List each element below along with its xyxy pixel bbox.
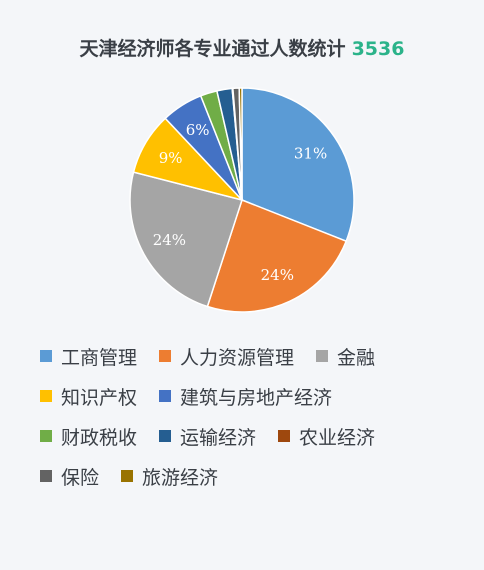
pie-slice-1 bbox=[241, 87, 355, 243]
legend-label: 财政税收 bbox=[61, 426, 138, 449]
legend-label: 农业经济 bbox=[299, 426, 376, 449]
chart-legend: 工商管理 人力资源管理 金融知识产权 建筑与房地产经济财政税收 运输经济 农业经济保险 旅游… bbox=[40, 336, 480, 496]
legend-item: 工商管理 bbox=[40, 343, 137, 370]
legend-row: 知识产权 建筑与房地产经济 bbox=[40, 376, 480, 416]
legend-swatch bbox=[121, 470, 134, 482]
legend-item: 保险 bbox=[40, 463, 99, 490]
legend-swatch bbox=[40, 350, 52, 362]
legend-swatch bbox=[316, 350, 329, 362]
legend-row: 工商管理 人力资源管理 金融 bbox=[40, 336, 480, 376]
legend-label: 人力资源管理 bbox=[180, 346, 295, 369]
chart-title: 天津经济师各专业通过人数统计 3536 bbox=[0, 34, 484, 61]
legend-swatch bbox=[159, 390, 172, 402]
legend-swatch bbox=[40, 470, 52, 482]
legend-label: 工商管理 bbox=[61, 346, 138, 369]
legend-swatch bbox=[40, 390, 52, 402]
legend-swatch bbox=[40, 430, 52, 442]
legend-label: 知识产权 bbox=[61, 386, 138, 409]
legend-label: 保险 bbox=[61, 466, 100, 489]
data-label-5: 6% bbox=[186, 121, 210, 139]
legend-item: 财政税收 bbox=[40, 423, 137, 450]
data-label-2: 24% bbox=[261, 266, 294, 284]
pie-chart: 31% 24% 24% 9%6% bbox=[129, 87, 355, 313]
legend-swatch bbox=[159, 430, 172, 442]
data-label-3: 24% bbox=[153, 231, 186, 249]
legend-row: 保险 旅游经济 bbox=[40, 456, 480, 496]
legend-item: 金融 bbox=[316, 343, 375, 370]
data-label-4: 9% bbox=[159, 149, 183, 167]
total-count: 3536 bbox=[351, 38, 405, 60]
legend-item: 旅游经济 bbox=[121, 463, 218, 490]
pie-slice-3 bbox=[129, 171, 243, 308]
legend-label: 运输经济 bbox=[180, 426, 257, 449]
legend-label: 建筑与房地产经济 bbox=[180, 386, 333, 409]
legend-label: 金融 bbox=[337, 346, 376, 369]
legend-swatch bbox=[159, 350, 172, 362]
legend-item: 农业经济 bbox=[278, 423, 375, 450]
legend-item: 建筑与房地产经济 bbox=[159, 383, 332, 410]
pie-slice-10 bbox=[238, 87, 243, 201]
legend-item: 人力资源管理 bbox=[159, 343, 294, 370]
chart-title-text: 天津经济师各专业通过人数统计 bbox=[79, 38, 346, 60]
legend-item: 运输经济 bbox=[159, 423, 256, 450]
legend-label: 旅游经济 bbox=[142, 466, 219, 489]
data-label-1: 31% bbox=[294, 144, 327, 162]
legend-swatch bbox=[278, 430, 291, 442]
pie-slice-2 bbox=[206, 199, 348, 313]
legend-item: 知识产权 bbox=[40, 383, 137, 410]
legend-row: 财政税收 运输经济 农业经济 bbox=[40, 416, 480, 456]
